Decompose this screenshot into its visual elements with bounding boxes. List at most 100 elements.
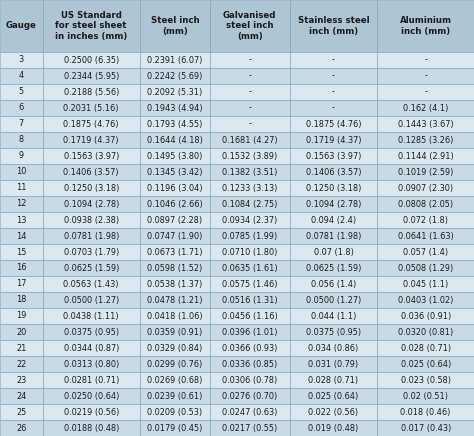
Text: 0.0269 (0.68): 0.0269 (0.68) — [147, 375, 202, 385]
Text: 0.1563 (3.97): 0.1563 (3.97) — [306, 151, 361, 160]
Text: 0.0375 (0.95): 0.0375 (0.95) — [306, 327, 361, 337]
FancyBboxPatch shape — [0, 0, 43, 52]
Text: -: - — [424, 55, 427, 65]
FancyBboxPatch shape — [0, 292, 43, 308]
FancyBboxPatch shape — [43, 340, 140, 356]
Text: 0.0403 (1.02): 0.0403 (1.02) — [398, 296, 453, 304]
Text: 0.023 (0.58): 0.023 (0.58) — [401, 375, 451, 385]
FancyBboxPatch shape — [210, 420, 290, 436]
FancyBboxPatch shape — [377, 148, 474, 164]
Text: 0.0781 (1.98): 0.0781 (1.98) — [64, 232, 119, 241]
FancyBboxPatch shape — [140, 276, 210, 292]
Text: 0.2391 (6.07): 0.2391 (6.07) — [147, 55, 202, 65]
FancyBboxPatch shape — [0, 372, 43, 388]
FancyBboxPatch shape — [290, 52, 377, 68]
Text: 10: 10 — [16, 167, 27, 177]
FancyBboxPatch shape — [210, 228, 290, 244]
FancyBboxPatch shape — [290, 420, 377, 436]
FancyBboxPatch shape — [377, 52, 474, 68]
Text: 0.2344 (5.95): 0.2344 (5.95) — [64, 72, 119, 81]
FancyBboxPatch shape — [0, 356, 43, 372]
Text: 19: 19 — [16, 311, 27, 320]
Text: 0.0500 (1.27): 0.0500 (1.27) — [306, 296, 361, 304]
FancyBboxPatch shape — [0, 404, 43, 420]
Text: 0.02 (0.51): 0.02 (0.51) — [403, 392, 448, 401]
FancyBboxPatch shape — [290, 100, 377, 116]
Text: 0.056 (1.4): 0.056 (1.4) — [311, 279, 356, 289]
FancyBboxPatch shape — [140, 116, 210, 132]
FancyBboxPatch shape — [210, 340, 290, 356]
Text: 0.0641 (1.63): 0.0641 (1.63) — [398, 232, 454, 241]
Text: 24: 24 — [16, 392, 27, 401]
FancyBboxPatch shape — [0, 164, 43, 180]
FancyBboxPatch shape — [43, 196, 140, 212]
FancyBboxPatch shape — [43, 244, 140, 260]
Text: 0.0250 (0.64): 0.0250 (0.64) — [64, 392, 119, 401]
FancyBboxPatch shape — [0, 68, 43, 84]
FancyBboxPatch shape — [290, 356, 377, 372]
FancyBboxPatch shape — [290, 388, 377, 404]
FancyBboxPatch shape — [210, 132, 290, 148]
Text: 20: 20 — [16, 327, 27, 337]
Text: -: - — [332, 88, 335, 96]
FancyBboxPatch shape — [210, 196, 290, 212]
FancyBboxPatch shape — [43, 68, 140, 84]
FancyBboxPatch shape — [43, 356, 140, 372]
FancyBboxPatch shape — [0, 196, 43, 212]
Text: 0.1875 (4.76): 0.1875 (4.76) — [306, 119, 361, 129]
FancyBboxPatch shape — [377, 68, 474, 84]
Text: 0.018 (0.46): 0.018 (0.46) — [401, 408, 451, 416]
Text: -: - — [248, 88, 251, 96]
FancyBboxPatch shape — [290, 196, 377, 212]
FancyBboxPatch shape — [140, 180, 210, 196]
Text: 0.0598 (1.52): 0.0598 (1.52) — [147, 263, 202, 272]
Text: 0.0673 (1.71): 0.0673 (1.71) — [147, 248, 203, 256]
FancyBboxPatch shape — [290, 68, 377, 84]
FancyBboxPatch shape — [43, 100, 140, 116]
FancyBboxPatch shape — [43, 164, 140, 180]
FancyBboxPatch shape — [290, 132, 377, 148]
Text: 0.0247 (0.63): 0.0247 (0.63) — [222, 408, 277, 416]
Text: 0.0938 (2.38): 0.0938 (2.38) — [64, 215, 119, 225]
FancyBboxPatch shape — [43, 84, 140, 100]
Text: 0.1144 (2.91): 0.1144 (2.91) — [398, 151, 454, 160]
Text: 0.0625 (1.59): 0.0625 (1.59) — [64, 263, 119, 272]
Text: 0.0299 (0.76): 0.0299 (0.76) — [147, 360, 202, 368]
FancyBboxPatch shape — [377, 372, 474, 388]
Text: 0.1563 (3.97): 0.1563 (3.97) — [64, 151, 119, 160]
FancyBboxPatch shape — [0, 148, 43, 164]
Text: 0.0418 (1.06): 0.0418 (1.06) — [147, 311, 203, 320]
FancyBboxPatch shape — [140, 212, 210, 228]
Text: -: - — [424, 88, 427, 96]
Text: 0.072 (1.8): 0.072 (1.8) — [403, 215, 448, 225]
Text: 0.0456 (1.16): 0.0456 (1.16) — [222, 311, 278, 320]
FancyBboxPatch shape — [377, 356, 474, 372]
FancyBboxPatch shape — [43, 276, 140, 292]
Text: 0.094 (2.4): 0.094 (2.4) — [311, 215, 356, 225]
Text: 8: 8 — [19, 136, 24, 144]
FancyBboxPatch shape — [290, 116, 377, 132]
Text: 11: 11 — [16, 184, 27, 193]
Text: 0.022 (0.56): 0.022 (0.56) — [309, 408, 358, 416]
Text: 0.0313 (0.80): 0.0313 (0.80) — [64, 360, 119, 368]
Text: 0.1406 (3.57): 0.1406 (3.57) — [64, 167, 119, 177]
Text: 0.1285 (3.26): 0.1285 (3.26) — [398, 136, 453, 144]
FancyBboxPatch shape — [140, 228, 210, 244]
FancyBboxPatch shape — [43, 388, 140, 404]
FancyBboxPatch shape — [43, 148, 140, 164]
Text: 0.162 (4.1): 0.162 (4.1) — [403, 103, 448, 112]
Text: 0.1019 (2.59): 0.1019 (2.59) — [398, 167, 453, 177]
Text: 0.0747 (1.90): 0.0747 (1.90) — [147, 232, 202, 241]
Text: 0.0179 (0.45): 0.0179 (0.45) — [147, 423, 202, 433]
FancyBboxPatch shape — [0, 276, 43, 292]
Text: 0.031 (0.79): 0.031 (0.79) — [309, 360, 358, 368]
Text: 0.2188 (5.56): 0.2188 (5.56) — [64, 88, 119, 96]
Text: 16: 16 — [16, 263, 27, 272]
FancyBboxPatch shape — [377, 388, 474, 404]
FancyBboxPatch shape — [210, 0, 290, 52]
FancyBboxPatch shape — [43, 308, 140, 324]
FancyBboxPatch shape — [210, 148, 290, 164]
FancyBboxPatch shape — [140, 292, 210, 308]
Text: 0.0563 (1.43): 0.0563 (1.43) — [64, 279, 119, 289]
Text: Stainless steel
inch (mm): Stainless steel inch (mm) — [298, 16, 369, 36]
